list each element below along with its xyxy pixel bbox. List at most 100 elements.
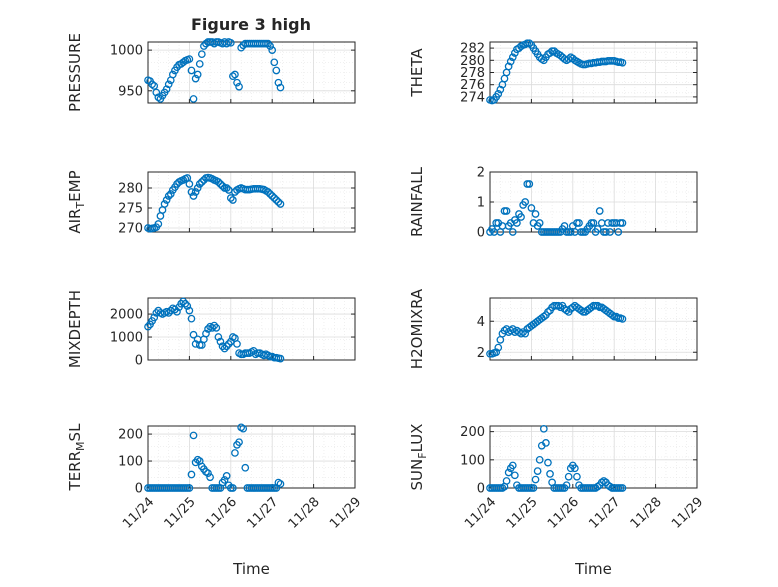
- data-point: [191, 74, 200, 83]
- data-point: [189, 95, 198, 103]
- data-point: [231, 449, 239, 457]
- data-point: [152, 88, 161, 97]
- data-point: [189, 431, 198, 440]
- data-point: [241, 463, 250, 472]
- data-point: [517, 329, 525, 338]
- minor-grid: [147, 41, 356, 104]
- data-point: [274, 78, 283, 87]
- data-point: [575, 219, 583, 227]
- y-tick-label: 276: [460, 78, 485, 93]
- x-axis-label: Time: [574, 560, 612, 578]
- data-points: [486, 424, 627, 492]
- data-point: [160, 200, 169, 208]
- minor-grid: [147, 425, 356, 489]
- data-points: [144, 173, 285, 233]
- data-point: [193, 184, 202, 192]
- y-tick-label: 0: [477, 226, 485, 241]
- data-point: [504, 468, 513, 477]
- y-label-rest: SL: [66, 423, 84, 442]
- data-point: [531, 475, 540, 484]
- data-point: [162, 85, 171, 94]
- data-point: [220, 344, 229, 353]
- y-tick-label: 280: [118, 182, 143, 197]
- data-point: [168, 70, 177, 79]
- y-tick-label: 2: [477, 166, 485, 181]
- data-point: [150, 82, 159, 90]
- data-point: [193, 70, 202, 79]
- x-tick-label: 11/26: [203, 495, 240, 532]
- data-point: [562, 306, 571, 315]
- y-axis-label: RAINFALL: [408, 166, 426, 237]
- data-point: [204, 469, 212, 478]
- data-point: [525, 39, 534, 48]
- data-point: [539, 312, 548, 321]
- y-tick-label: 274: [460, 90, 485, 105]
- data-point: [229, 72, 237, 81]
- subplot-terr-msl: 0 100 200 11/24 11/25 11/26 11/27 11/28 11/29 Tim…: [66, 423, 364, 578]
- data-point: [231, 70, 239, 79]
- data-point: [179, 58, 188, 67]
- data-point: [593, 225, 602, 233]
- x-tick-label: 11/28: [286, 495, 323, 532]
- data-point: [496, 85, 505, 94]
- data-point: [517, 213, 525, 221]
- data-point: [187, 188, 196, 196]
- x-tick-label: 11/25: [162, 495, 199, 532]
- y-axis-label: PRESSURE: [66, 33, 84, 112]
- y-tick-label: 280: [460, 54, 485, 69]
- data-point: [272, 66, 281, 75]
- x-tick-label: 11/24: [462, 495, 499, 532]
- data-point: [218, 182, 227, 190]
- data-point: [195, 60, 204, 68]
- data-point: [235, 438, 243, 447]
- data-point: [216, 337, 225, 346]
- y-tick-label: 100: [460, 453, 485, 468]
- x-tick-label: 11/24: [120, 495, 157, 532]
- y-tick-label: 2000: [110, 308, 143, 323]
- data-point: [214, 333, 223, 341]
- data-point: [183, 302, 192, 310]
- data-point: [187, 66, 196, 75]
- subplot-mixdepth: 0 1000 2000 MIXDEPTH: [66, 290, 356, 369]
- data-point: [513, 219, 521, 227]
- x-tick-label: 11/29: [669, 495, 706, 532]
- y-axis-label: SUNFLUX: [408, 424, 429, 491]
- data-point: [229, 484, 237, 492]
- data-point: [500, 74, 509, 83]
- data-point: [544, 308, 552, 316]
- data-point: [164, 80, 173, 89]
- data-point: [181, 299, 190, 308]
- data-points: [144, 423, 285, 492]
- data-point: [602, 228, 610, 236]
- data-point: [494, 90, 503, 98]
- data-point: [189, 192, 198, 200]
- y-axis-label: THETA: [408, 48, 426, 98]
- subplot-rainfall: 0 1 2 RAINFALL: [408, 166, 698, 241]
- data-point: [270, 58, 279, 67]
- data-point: [233, 78, 241, 87]
- data-point: [189, 330, 198, 339]
- y-label-rest: EMP: [66, 170, 84, 201]
- data-point: [608, 311, 616, 319]
- data-point: [185, 180, 194, 188]
- data-point: [554, 301, 563, 310]
- y-axis-label: TERRMSL: [66, 423, 87, 492]
- data-point: [210, 321, 219, 330]
- data-point: [533, 467, 542, 475]
- data-point: [268, 46, 277, 54]
- data-point: [618, 315, 627, 323]
- y-label-rest: LUX: [408, 424, 426, 453]
- data-point: [187, 470, 196, 479]
- data-point: [521, 198, 530, 206]
- y-tick-label: 200: [460, 425, 485, 440]
- data-point: [164, 192, 173, 200]
- y-tick-label: 270: [118, 222, 143, 237]
- data-point: [222, 184, 231, 192]
- y-tick-label: 2: [477, 346, 485, 361]
- data-point: [614, 228, 623, 236]
- data-points: [144, 297, 285, 363]
- data-point: [525, 180, 534, 188]
- data-point: [187, 314, 196, 323]
- data-point: [535, 219, 544, 227]
